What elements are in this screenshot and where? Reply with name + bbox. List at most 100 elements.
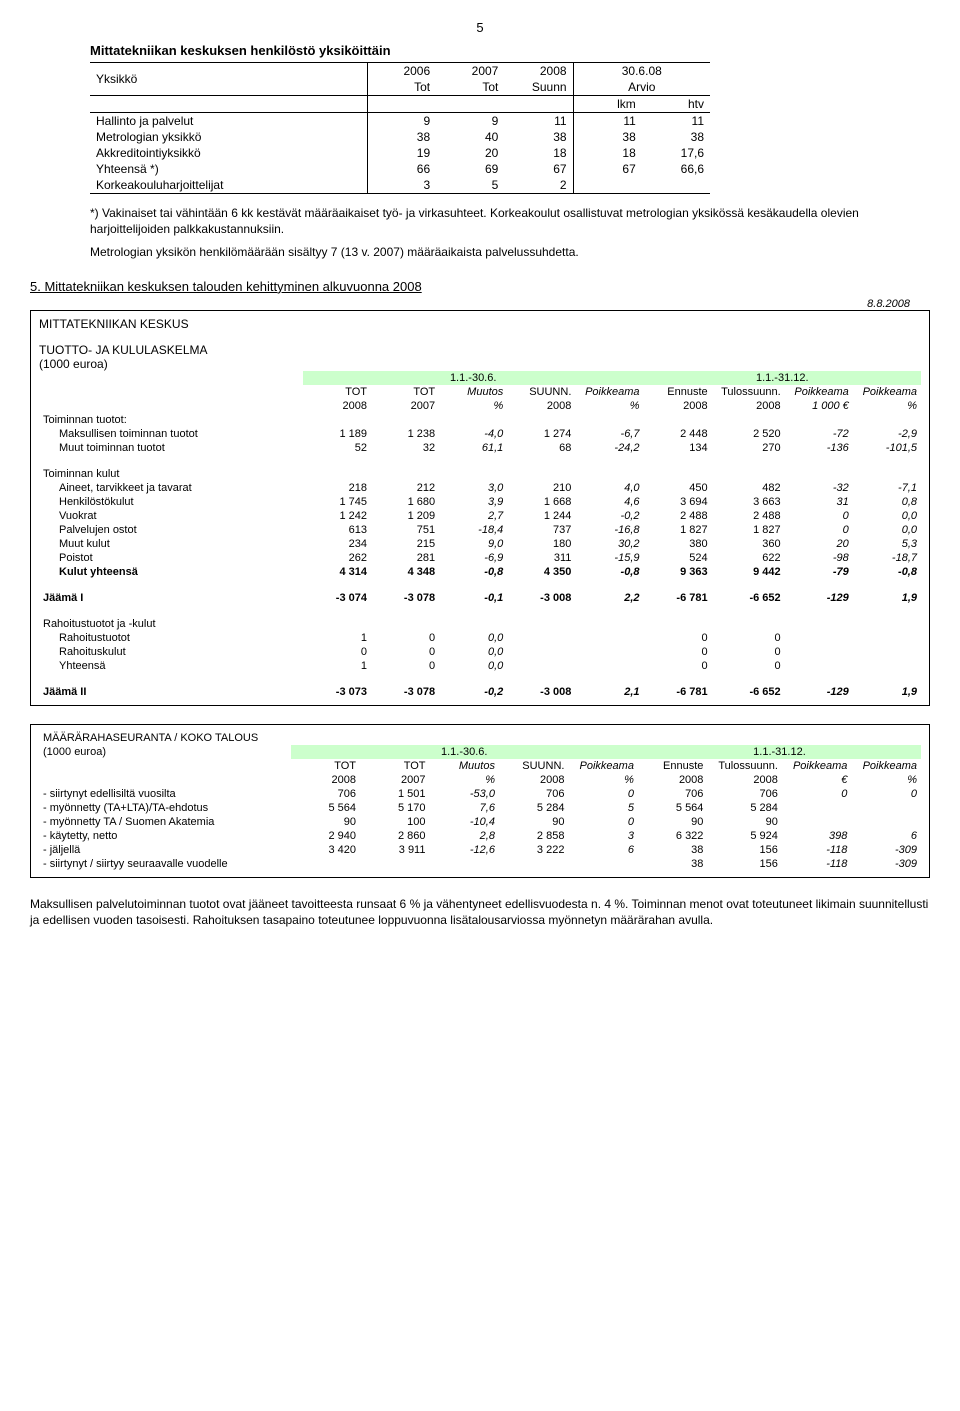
value-cell [782,801,851,815]
value-cell [429,857,498,871]
value-cell: 1 501 [360,787,429,801]
row-label: - myönnetty TA / Suomen Akatemia [39,815,291,829]
value-cell: 90 [291,815,360,829]
value-cell: -98 [785,551,853,565]
col-header: Poikkeama [782,759,851,773]
value-cell: 5 284 [707,801,781,815]
row-label: Poistot [39,551,303,565]
col-header: TOT [371,385,439,399]
value-cell: 30,2 [575,537,643,551]
row-label: - jäljellä [39,843,291,857]
col-subheader: 2008 [644,399,712,413]
income-statement-box: MITTATEKNIIKAN KESKUS TUOTTO- JA KULULAS… [30,310,930,706]
value-cell: 0,8 [853,495,921,509]
personnel-cell: 69 [436,161,504,177]
value-cell: 2,7 [439,509,507,523]
budget-box: MÄÄRÄRAHASEURANTA / KOKO TALOUS (1000 eu… [30,724,930,878]
value-cell: 156 [707,843,781,857]
value-cell: -0,2 [575,509,643,523]
value-cell: 311 [507,551,575,565]
personnel-footnote: *) Vakinaiset tai vähintään 6 kk kestävä… [90,206,930,237]
personnel-row-label: Yhteensä *) [90,161,367,177]
value-cell: -79 [785,565,853,579]
value-cell: -15,9 [575,551,643,565]
col-subheader: 2008 [499,773,568,787]
value-cell: 2 448 [644,427,712,441]
value-cell: 38 [638,843,707,857]
row-label: Kulut yhteensä [39,565,303,579]
col-subheader: 1 000 € [785,399,853,413]
personnel-title: Mittatekniikan keskuksen henkilöstö yksi… [90,43,930,58]
value-cell: 1 680 [371,495,439,509]
value-cell [568,857,637,871]
value-cell: 20 [785,537,853,551]
value-cell: 38 [638,857,707,871]
value-cell: 3,0 [439,481,507,495]
row-label: Rahoitustuotot [39,631,303,645]
personnel-cell: 67 [573,161,642,177]
value-cell: -4,0 [439,427,507,441]
value-cell: -0,8 [439,565,507,579]
value-cell [507,659,575,673]
value-cell: 5,3 [853,537,921,551]
value-cell: 5 284 [499,801,568,815]
value-cell: 2,2 [575,591,643,605]
col-header: Poikkeama [568,759,637,773]
value-cell [782,815,851,829]
personnel-cell: 38 [573,129,642,145]
value-cell: -18,4 [439,523,507,537]
col-header: Poikkeama [851,759,921,773]
value-cell: 450 [644,481,712,495]
value-cell: 0,0 [853,509,921,523]
value-cell [785,631,853,645]
budget-table: MÄÄRÄRAHASEURANTA / KOKO TALOUS (1000 eu… [39,731,921,871]
personnel-cell: 40 [436,129,504,145]
value-cell: 218 [303,481,371,495]
value-cell: 100 [360,815,429,829]
col-header: Poikkeama [853,385,921,399]
value-cell: 5 564 [291,801,360,815]
value-cell: -32 [785,481,853,495]
personnel-cell: 66,6 [642,161,710,177]
value-cell: -6 652 [712,685,785,699]
value-cell: -6 652 [712,591,785,605]
row-label: Muut kulut [39,537,303,551]
value-cell: 0 [371,645,439,659]
value-cell: 90 [638,815,707,829]
personnel-cell: 11 [573,113,642,130]
value-cell [851,815,921,829]
row-label: Jäämä II [39,685,303,699]
col-header: SUUNN. [499,759,568,773]
value-cell: 360 [712,537,785,551]
value-cell: -53,0 [429,787,498,801]
value-cell: -118 [782,857,851,871]
value-cell [575,645,643,659]
value-cell: 706 [638,787,707,801]
personnel-cell [573,177,642,194]
org-name: MITTATEKNIIKAN KESKUS [39,317,921,331]
value-cell: 0 [782,787,851,801]
value-cell: 1,9 [853,685,921,699]
value-cell: 2 940 [291,829,360,843]
value-cell [785,659,853,673]
value-cell: 4,0 [575,481,643,495]
col-header: Tulossuunn. [712,385,785,399]
period-header: 1.1.-30.6. [303,371,644,385]
value-cell: 2 520 [712,427,785,441]
budget-title: MÄÄRÄRAHASEURANTA / KOKO TALOUS [39,731,291,745]
value-cell: 0,0 [439,631,507,645]
value-cell: 3 [568,829,637,843]
value-cell: 1 209 [371,509,439,523]
value-cell: -309 [851,857,921,871]
value-cell: 1 745 [303,495,371,509]
col-header: Tulossuunn. [707,759,781,773]
value-cell: 2 858 [499,829,568,843]
value-cell: 706 [291,787,360,801]
personnel-cell: 2 [504,177,573,194]
value-cell: 0 [303,645,371,659]
value-cell: 1 274 [507,427,575,441]
value-cell: 482 [712,481,785,495]
value-cell: 0,0 [439,659,507,673]
col-header: Ennuste [638,759,707,773]
value-cell: 2 860 [360,829,429,843]
